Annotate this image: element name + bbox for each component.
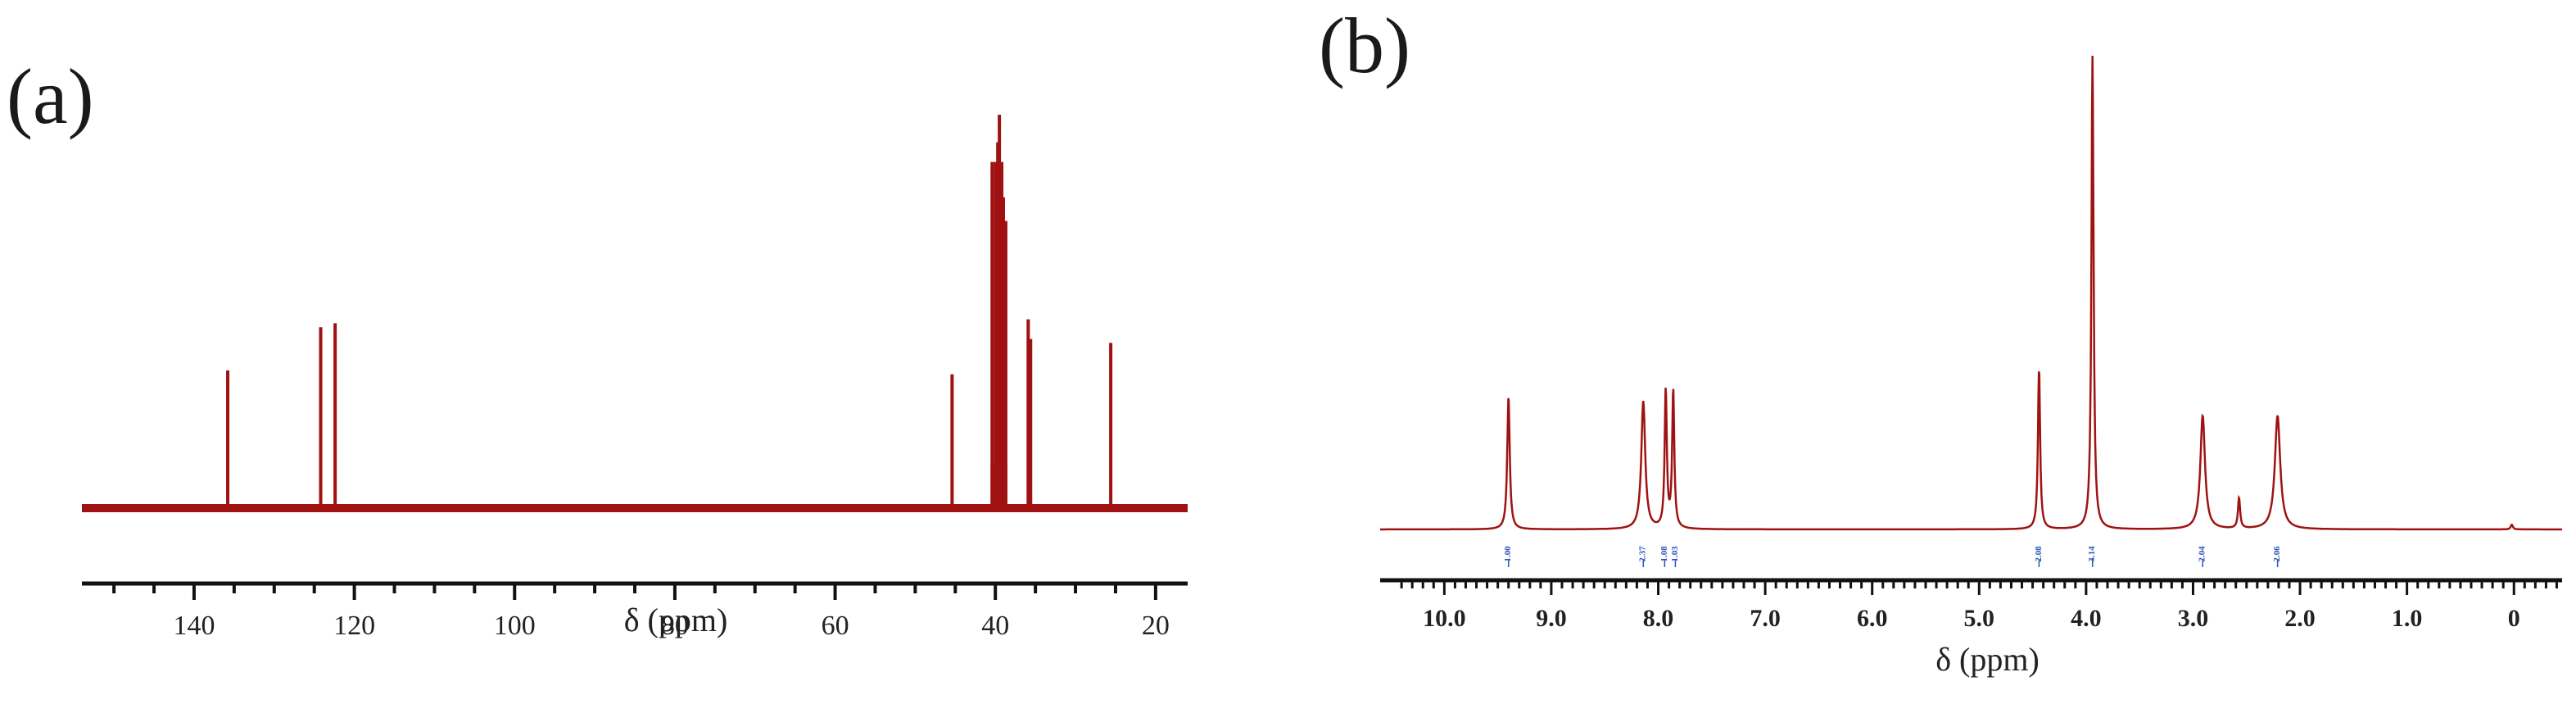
x-tick-label: 8.0 [1643, 605, 1674, 632]
x-tick-label: 140 [173, 611, 215, 641]
x-tick-label: 1.0 [2392, 605, 2423, 632]
x-tick-label: 100 [494, 611, 536, 641]
integration-label: 2.08 [2034, 546, 2044, 562]
x-tick-label: 20 [1142, 611, 1170, 641]
integration-label: 1.00 [1503, 546, 1513, 562]
x-tick-label: 10.0 [1423, 605, 1466, 632]
panel-a-letter: (a) [7, 52, 94, 140]
x-tick-label: 120 [333, 611, 375, 641]
integration-label: 2.04 [2198, 546, 2207, 562]
x-axis-title: δ (ppm) [624, 602, 728, 638]
x-tick-label: 0 [2508, 605, 2520, 632]
x-tick-label: 60 [822, 611, 849, 641]
x-tick-label: 9.0 [1536, 605, 1567, 632]
x-tick-label: 5.0 [1964, 605, 1995, 632]
x-tick-label: 2.0 [2284, 605, 2316, 632]
x-tick-label: 4.0 [2071, 605, 2102, 632]
solvent-multiplet-block [990, 464, 1007, 508]
panel-b-letter: (b) [1319, 2, 1410, 89]
x-tick-label: 3.0 [2178, 605, 2209, 632]
spectrum-trace [1380, 55, 2562, 531]
integration-label: 3.14 [2087, 546, 2097, 562]
x-tick-label: 6.0 [1857, 605, 1888, 632]
integration-label: 1.08 [1659, 546, 1669, 562]
integration-label: 2.06 [2272, 546, 2282, 562]
integration-label: 2.37 [1638, 546, 1648, 562]
x-tick-label: 80 [661, 611, 689, 641]
x-axis-title: δ (ppm) [1935, 641, 2040, 678]
carbon-13-nmr-spectrum: 140 120 100 80 60 40 20 δ (ppm) [82, 115, 1188, 641]
x-tick-label: 40 [981, 611, 1009, 641]
x-tick-label: 7.0 [1750, 605, 1781, 632]
integration-label: 1.03 [1670, 546, 1680, 562]
